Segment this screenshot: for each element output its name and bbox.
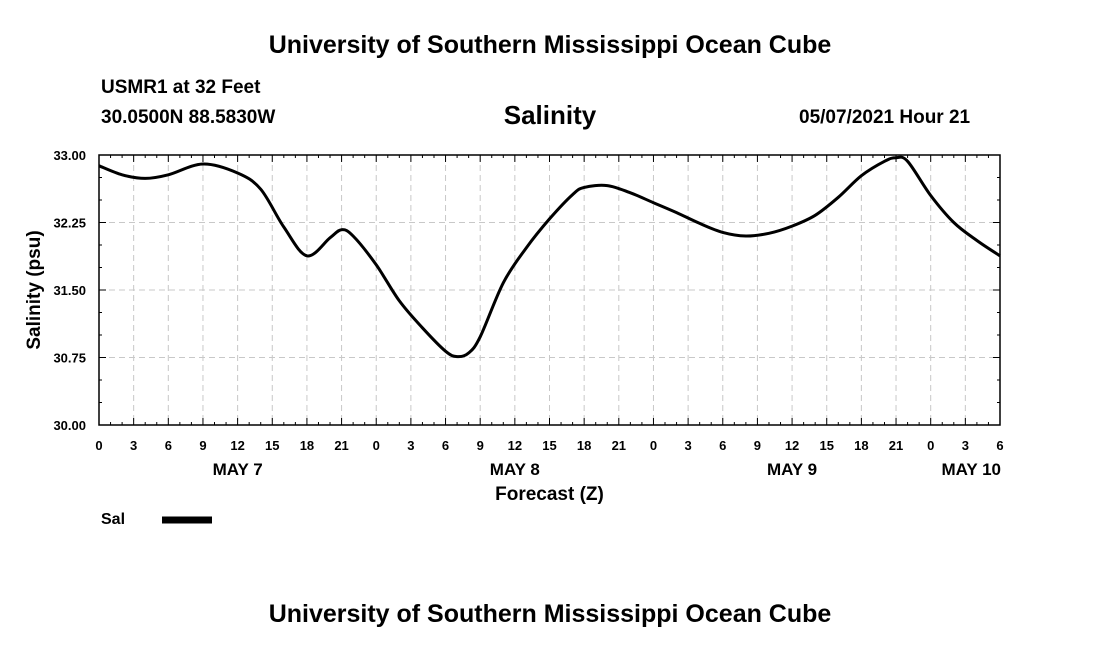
y-tick-label: 33.00 [53,148,86,163]
x-tick-label: 0 [373,438,380,453]
x-tick-label: 12 [785,438,799,453]
day-label: MAY 10 [941,460,1001,479]
page-title-bottom: University of Southern Mississippi Ocean… [268,600,832,628]
x-tick-label: 3 [130,438,137,453]
station-coordinates: 30.0500N 88.5830W [101,107,276,128]
axis-labels: 0 3 6 9 12 15 18 21 0 3 6 9 12 15 18 21 0 3 6 9 12 15 18 21 0 3 6 3… [53,148,1003,479]
x-tick-label: 3 [962,438,969,453]
x-tick-label: 21 [612,438,626,453]
x-tick-label: 0 [95,438,102,453]
y-tick-label: 30.00 [53,418,86,433]
x-tick-label: 6 [442,438,449,453]
forecast-datetime: 05/07/2021 Hour 21 [799,107,971,128]
page-title-top: University of Southern Mississippi Ocean… [268,31,832,59]
x-tick-label: 3 [407,438,414,453]
x-tick-label: 15 [819,438,833,453]
day-label: MAY 8 [490,460,540,479]
x-tick-label: 6 [165,438,172,453]
chart-title: Salinity [503,100,597,130]
x-tick-label: 18 [300,438,314,453]
legend-label: Sal [101,511,125,528]
x-tick-label: 9 [199,438,206,453]
x-tick-label: 3 [684,438,691,453]
x-tick-label: 12 [508,438,522,453]
y-tick-label: 32.25 [53,216,86,231]
x-tick-label: 18 [577,438,591,453]
y-tick-label: 31.50 [53,283,86,298]
day-label: MAY 7 [213,460,263,479]
x-tick-label: 0 [650,438,657,453]
x-tick-label: 0 [927,438,934,453]
grid-lines [99,155,1000,425]
station-label: USMR1 at 32 Feet [101,77,261,98]
y-tick-label: 30.75 [53,351,86,366]
x-tick-label: 6 [996,438,1003,453]
x-tick-label: 15 [542,438,556,453]
x-tick-label: 6 [719,438,726,453]
x-axis-label: Forecast (Z) [495,484,604,505]
x-tick-label: 9 [477,438,484,453]
day-label: MAY 9 [767,460,817,479]
x-tick-label: 18 [854,438,868,453]
x-tick-label: 21 [889,438,903,453]
x-tick-label: 9 [754,438,761,453]
x-tick-label: 15 [265,438,279,453]
plot-frame [98,154,1001,426]
x-tick-label: 12 [230,438,244,453]
y-axis-label: Salinity (psu) [24,230,45,349]
series-line-sal [98,155,1001,359]
x-tick-label: 21 [334,438,348,453]
